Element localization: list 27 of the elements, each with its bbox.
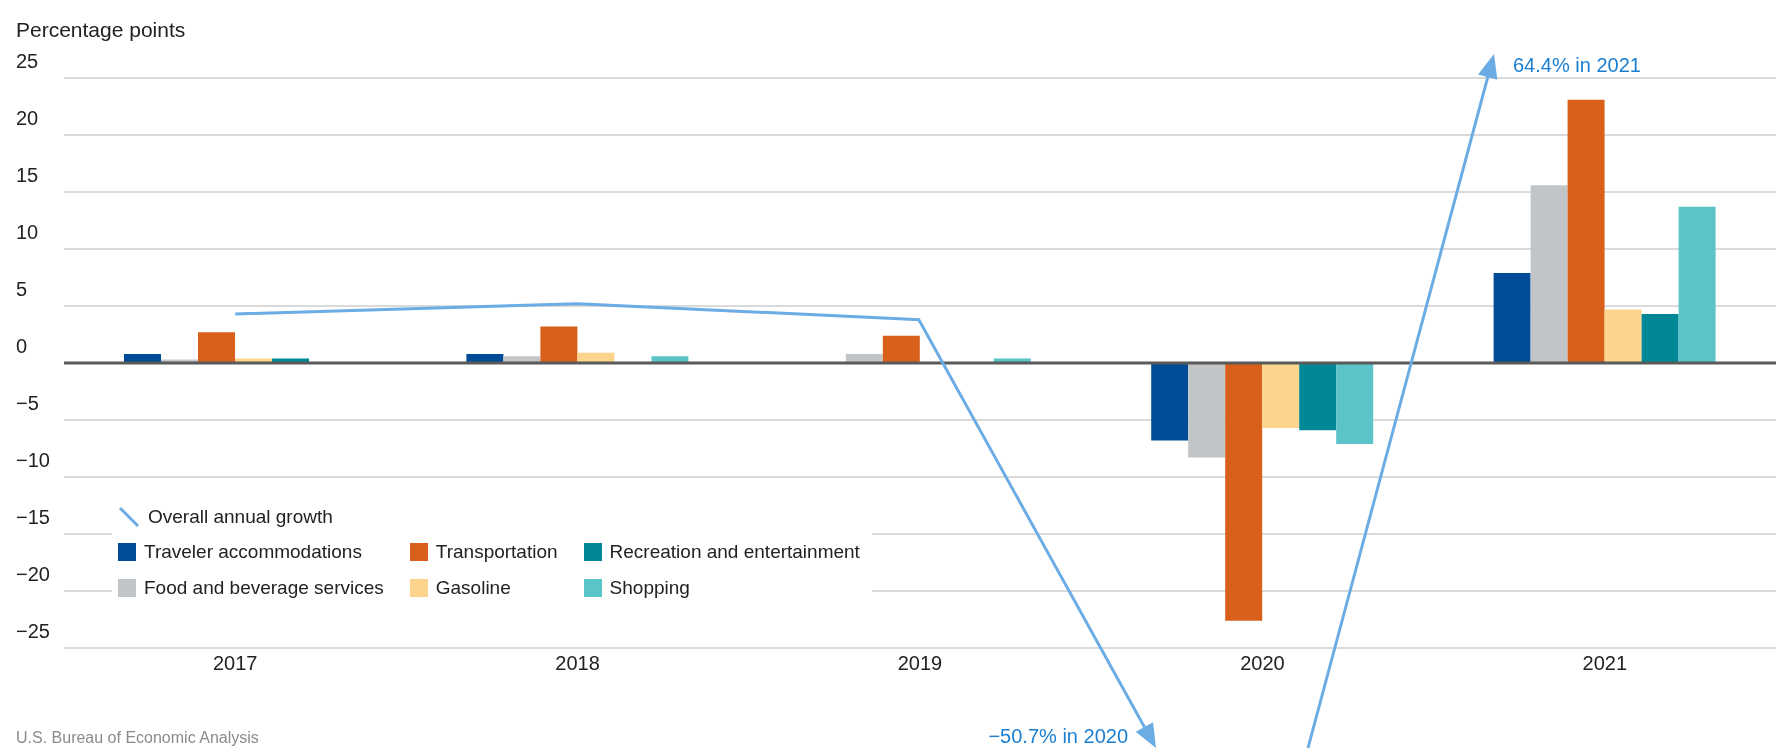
text: −50.7% in 2020 [988,725,1128,747]
y-tick-label: −15 [16,506,50,528]
y-tick-label: −25 [16,620,50,642]
text: 64.4% in 2021 [1513,54,1641,76]
x-tick-label: 2019 [897,652,943,675]
y-tick-label: −5 [16,392,39,414]
x-tick-label: 2018 [555,652,600,675]
text: U.S. Bureau of Economic Analysis [16,729,259,746]
y-tick-label: 5 [16,278,28,300]
y-tick-label: 0 [16,335,28,357]
y-axis-title: Percentage points [16,18,186,42]
legend-label: Food and beverage services [144,577,384,599]
y-tick-label: 15 [16,164,39,186]
y-tick-label: −20 [16,563,50,585]
y-tick-label: 10 [16,221,39,243]
y-tick-label: 20 [16,107,39,129]
legend-label: Gasoline [435,577,511,599]
y-tick-label: −10 [16,449,50,471]
x-tick-label: 2020 [1240,652,1285,675]
legend-label: Shopping [609,577,690,599]
legend-label: Overall annual growth [148,506,333,528]
legend-label: Recreation and entertainment [609,541,860,563]
legend-label: Transportation [435,541,558,563]
x-tick-label: 2017 [212,652,258,675]
y-tick-label: 25 [16,50,39,72]
legend-label: Traveler accommodations [144,541,362,563]
x-tick-label: 2021 [1582,652,1628,675]
